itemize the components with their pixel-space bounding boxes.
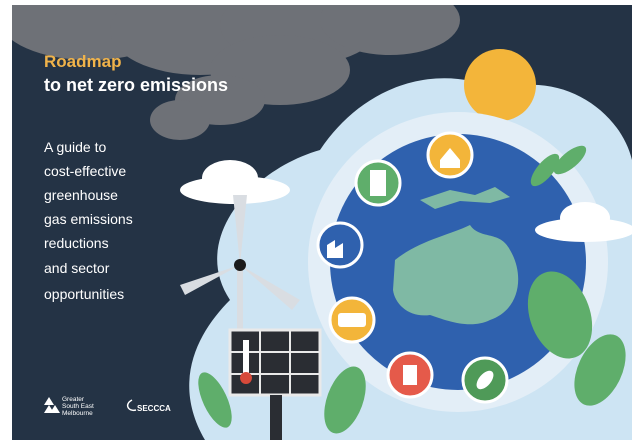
- description-line: cost-effective: [44, 163, 126, 179]
- artwork: Roadmap to net zero emissions A guide to…: [0, 0, 636, 440]
- description-line: reductions: [44, 235, 109, 251]
- title: Roadmap: [44, 52, 121, 71]
- subtitle: to net zero emissions: [44, 75, 228, 95]
- description-line: and sector: [44, 260, 110, 276]
- logo-text: SECCCA: [137, 404, 171, 413]
- cover: Roadmap to net zero emissions A guide to…: [0, 0, 641, 446]
- description-line: gas emissions: [44, 211, 133, 227]
- logo-text: South East: [62, 403, 94, 410]
- description-line: greenhouse: [44, 187, 118, 203]
- page: {"cover": {"title": "Roadmap", "subtitle…: [0, 0, 641, 446]
- logo-text: Greater: [62, 396, 85, 403]
- description-line: opportunities: [44, 286, 124, 302]
- sun: [464, 49, 536, 121]
- logo-text: Melbourne: [62, 410, 93, 417]
- description-line: A guide to: [44, 139, 106, 155]
